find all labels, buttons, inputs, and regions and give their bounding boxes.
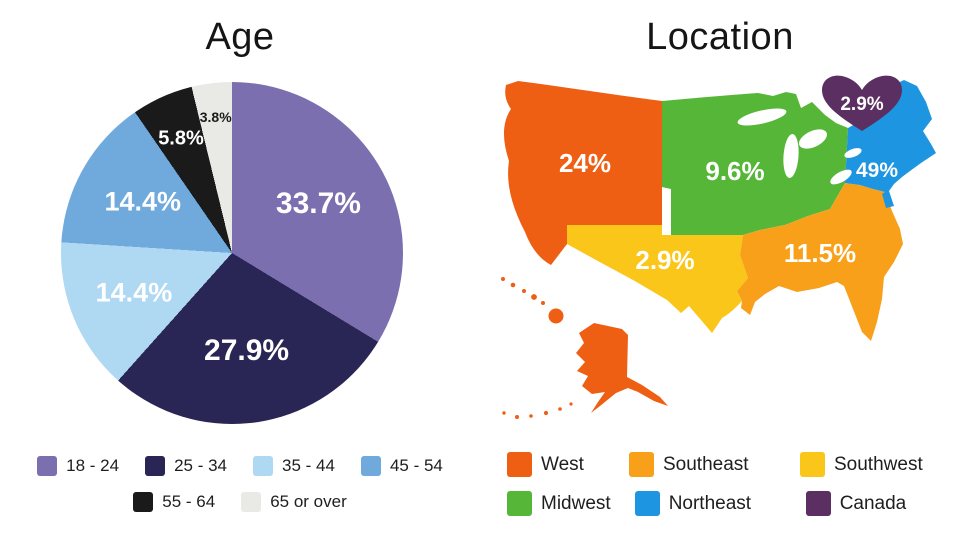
- map-region-hawaii: [501, 277, 564, 324]
- legend-item-35-44: 35 - 44: [253, 456, 335, 476]
- map-region-southwest: [567, 225, 748, 333]
- lake-superior: [737, 108, 787, 126]
- pie-slice-label-55-64: 5.8%: [158, 127, 204, 150]
- pie-slice-label-25-34: 27.9%: [204, 334, 290, 368]
- canada-heart-icon: [822, 75, 902, 131]
- legend-label-35-44: 35 - 44: [282, 456, 335, 475]
- legend-label-25-34: 25 - 34: [174, 456, 227, 475]
- legend-item-55-64: 55 - 64: [133, 492, 215, 512]
- legend-item-southeast: Southeast: [629, 452, 776, 477]
- map-region-alaska: [576, 323, 668, 413]
- legend-item-45-54: 45 - 54: [360, 456, 443, 476]
- legend-swatch-65-over: [241, 492, 262, 512]
- age-legend-row-2: 55 - 64 65 or over: [133, 492, 347, 512]
- lake-huron: [798, 129, 828, 149]
- us-regions-map: 24% 11.5% 2.9% 9.6% 49% 2.9%: [501, 75, 936, 419]
- legend-item-west: West: [507, 452, 605, 477]
- age-legend-row-1: 18 - 24 25 - 34 35 - 44 45 - 54: [37, 456, 443, 476]
- legend-swatch-canada: [805, 491, 831, 516]
- legend-item-southwest: Southwest: [800, 452, 923, 477]
- pie-slice-label-35-44: 14.4%: [95, 277, 173, 308]
- legend-label-west: West: [541, 453, 584, 475]
- legend-swatch-35-44: [253, 456, 273, 476]
- legend-item-midwest: Midwest: [507, 491, 611, 516]
- legend-swatch-25-34: [145, 456, 166, 476]
- map-region-midwest: [662, 92, 848, 235]
- legend-swatch-west: [507, 452, 532, 477]
- legend-swatch-45-54: [360, 456, 381, 476]
- legend-swatch-southwest: [800, 452, 825, 477]
- lake-ontario: [844, 148, 862, 158]
- lake-michigan: [783, 134, 799, 178]
- legend-label-midwest: Midwest: [541, 492, 611, 514]
- map-region-northeast: [845, 80, 936, 208]
- legend-label-18-24: 18 - 24: [66, 456, 120, 475]
- age-pie-chart: 33.7% 27.9% 14.4% 14.4% 5.8% 3.8%: [61, 82, 403, 424]
- legend-label-65-over: 65 or over: [270, 492, 347, 511]
- legend-label-southwest: Southwest: [834, 453, 923, 475]
- legend-label-45-54: 45 - 54: [389, 456, 443, 475]
- legend-item-18-24: 18 - 24: [37, 456, 119, 476]
- map-value-label-northeast: 49%: [856, 159, 898, 182]
- location-chart-title: Location: [646, 16, 794, 58]
- legend-item-65-over: 65 or over: [241, 492, 347, 512]
- legend-item-25-34: 25 - 34: [145, 456, 227, 476]
- legend-label-southeast: Southeast: [663, 453, 749, 475]
- age-chart-title: Age: [205, 16, 275, 58]
- age-chart-panel: Age 33.7% 27.9% 14.4% 14.4% 5.8% 3.8% 18…: [0, 16, 480, 512]
- legend-swatch-18-24: [37, 456, 58, 476]
- legend-swatch-midwest: [507, 491, 532, 516]
- legend-item-northeast: Northeast: [634, 491, 782, 516]
- map-value-label-southwest: 2.9%: [635, 245, 694, 275]
- location-legend-row-2: Midwest Northeast Canada: [507, 491, 906, 516]
- map-region-west: [503, 81, 662, 265]
- lake-erie: [830, 169, 852, 185]
- legend-label-55-64: 55 - 64: [162, 492, 216, 511]
- great-lakes: [737, 108, 862, 185]
- location-legend-row-1: West Southeast Southwest: [507, 452, 923, 477]
- map-value-label-midwest: 9.6%: [705, 156, 764, 186]
- legend-swatch-55-64: [133, 492, 154, 512]
- map-region-southeast: [737, 183, 903, 341]
- pie-slice-label-65-over: 3.8%: [199, 109, 232, 126]
- pie-slice-label-18-24: 33.7%: [275, 187, 361, 221]
- map-aleutian-islands: [502, 402, 573, 419]
- legend-swatch-northeast: [634, 491, 660, 516]
- legend-label-canada: Canada: [839, 492, 907, 514]
- legend-swatch-southeast: [629, 452, 654, 477]
- legend-item-canada: Canada: [805, 491, 907, 516]
- map-value-label-southeast: 11.5%: [784, 238, 856, 268]
- map-value-label-canada: 2.9%: [840, 94, 883, 115]
- map-value-label-west: 24%: [559, 148, 611, 178]
- age-legend: 18 - 24 25 - 34 35 - 44 45 - 54 55 - 64: [0, 456, 480, 512]
- location-legend: West Southeast Southwest Midwest Northea…: [507, 452, 923, 516]
- location-chart-panel: Location: [480, 0, 960, 540]
- pie-slice-label-45-54: 14.4%: [104, 186, 181, 217]
- legend-label-northeast: Northeast: [668, 492, 752, 514]
